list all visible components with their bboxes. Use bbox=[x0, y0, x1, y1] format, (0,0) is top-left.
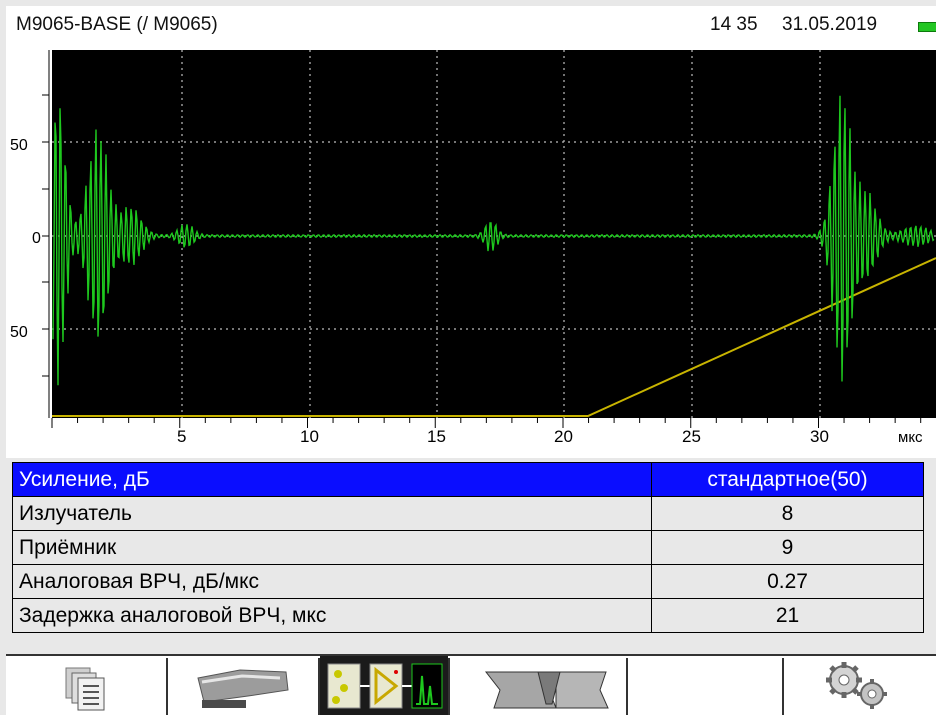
tvg-curve bbox=[52, 257, 936, 417]
toolbar-divider bbox=[448, 658, 450, 715]
bottom-toolbar bbox=[6, 654, 936, 715]
settings-button[interactable] bbox=[784, 656, 936, 715]
toolbar-divider bbox=[782, 658, 784, 715]
param-label: Задержка аналоговой ВРЧ, мкс bbox=[12, 598, 652, 633]
param-label: Аналоговая ВРЧ, дБ/мкс bbox=[12, 564, 652, 599]
grid-vertical bbox=[181, 50, 821, 418]
parameters-table: Усиление, дБ стандартное(50) Излучатель … bbox=[12, 462, 924, 633]
toolbar-divider bbox=[318, 658, 320, 715]
x-tick-label: 25 bbox=[682, 427, 701, 446]
ascan-waveform bbox=[52, 95, 935, 386]
y-tick-label: 50 bbox=[10, 324, 28, 341]
x-tick-label: 15 bbox=[427, 427, 446, 446]
x-axis-ticks bbox=[51, 418, 922, 428]
param-label: Излучатель bbox=[12, 496, 652, 531]
signal-chain-icon bbox=[327, 663, 443, 709]
empty-toolbar-slot bbox=[628, 656, 782, 715]
battery-full-icon bbox=[918, 22, 936, 32]
documents-button[interactable] bbox=[6, 656, 166, 715]
toolbar-divider bbox=[166, 658, 168, 715]
documents-icon bbox=[65, 667, 105, 711]
probe-button[interactable] bbox=[168, 656, 318, 715]
weld-joint-icon bbox=[484, 671, 609, 709]
param-label: Приёмник bbox=[12, 530, 652, 565]
param-row-gain[interactable]: Усиление, дБ стандартное(50) bbox=[12, 462, 924, 497]
x-tick-label: 30 bbox=[810, 427, 829, 446]
device-title: M9065-BASE (/ M9065) bbox=[16, 14, 218, 35]
status-bar: M9065-BASE (/ M9065) 14 35 31.05.2019 bbox=[6, 6, 936, 46]
x-unit-label: мкс bbox=[898, 429, 923, 446]
param-value[interactable]: 0.27 bbox=[651, 564, 924, 599]
param-row-transmitter[interactable]: Излучатель 8 bbox=[12, 496, 924, 531]
probe-icon bbox=[197, 669, 289, 708]
settings-gears-icon bbox=[826, 662, 887, 709]
clock-date: 31.05.2019 bbox=[782, 14, 878, 35]
param-row-analog-tvg[interactable]: Аналоговая ВРЧ, дБ/мкс 0.27 bbox=[12, 564, 924, 599]
param-row-receiver[interactable]: Приёмник 9 bbox=[12, 530, 924, 565]
clock-time: 14 35 bbox=[710, 14, 758, 35]
param-value[interactable]: 8 bbox=[651, 496, 924, 531]
y-tick-label: 0 bbox=[32, 230, 41, 247]
toolbar-divider bbox=[626, 658, 628, 715]
ascan-display[interactable]: 50 0 50 5 10 15 20 25 30 мкс bbox=[6, 46, 936, 458]
param-row-tvg-delay[interactable]: Задержка аналоговой ВРЧ, мкс 21 bbox=[12, 598, 924, 633]
x-tick-label: 10 bbox=[300, 427, 319, 446]
param-value[interactable]: 21 bbox=[651, 598, 924, 633]
weld-joint-button[interactable] bbox=[450, 656, 626, 715]
signal-chain-button[interactable] bbox=[320, 656, 448, 715]
param-value[interactable]: стандартное(50) bbox=[651, 462, 924, 497]
x-tick-label: 20 bbox=[554, 427, 573, 446]
y-tick-label: 50 bbox=[10, 137, 28, 154]
param-value[interactable]: 9 bbox=[651, 530, 924, 565]
x-tick-label: 5 bbox=[177, 427, 186, 446]
param-label: Усиление, дБ bbox=[12, 462, 652, 497]
y-axis-ticks bbox=[42, 94, 49, 377]
